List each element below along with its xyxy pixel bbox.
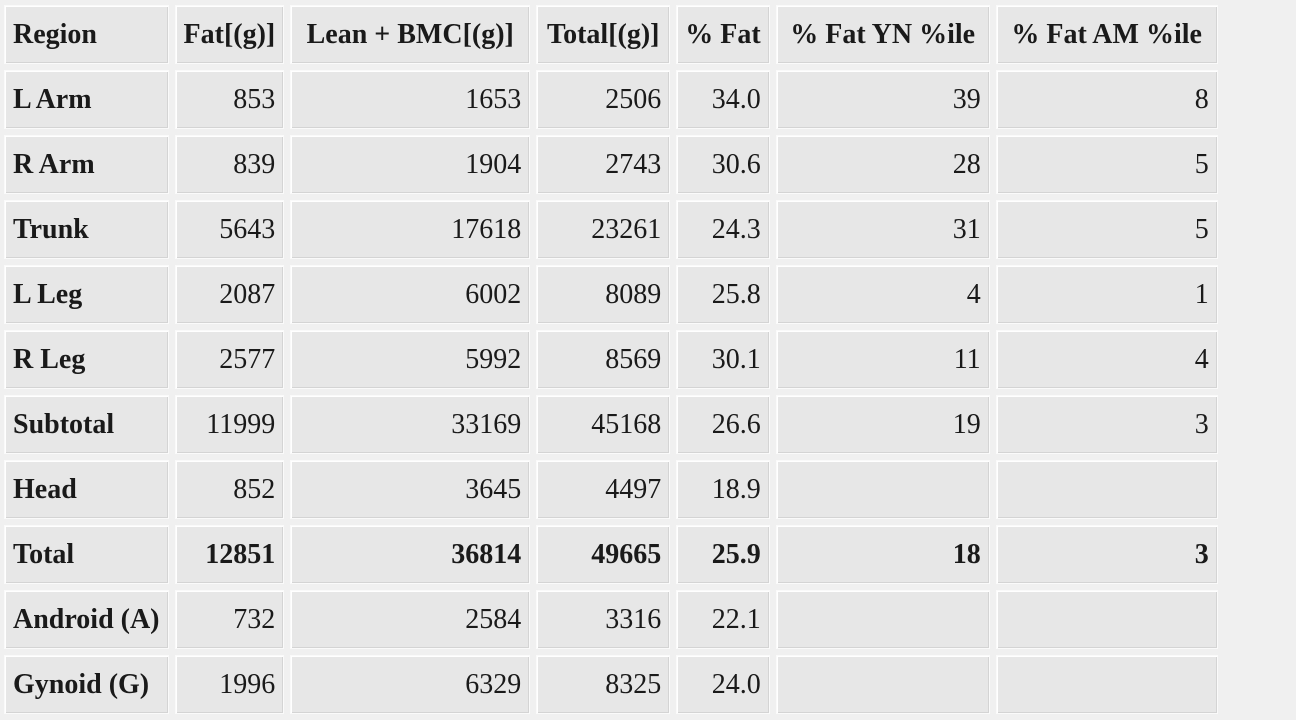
cell-yn-percentile: 11 <box>775 330 990 389</box>
cell-total: 8089 <box>536 265 671 324</box>
cell-pct-fat: 30.6 <box>676 135 770 194</box>
header-lean-bmc: Lean + BMC[(g)] <box>290 5 531 64</box>
cell-region: Head <box>4 460 169 519</box>
cell-am-percentile <box>995 655 1218 714</box>
cell-yn-percentile: 28 <box>775 135 990 194</box>
cell-fat: 2577 <box>174 330 285 389</box>
cell-am-percentile: 3 <box>995 395 1218 454</box>
cell-am-percentile: 5 <box>995 200 1218 259</box>
cell-pct-fat: 26.6 <box>676 395 770 454</box>
cell-am-percentile <box>995 590 1218 649</box>
cell-lean-bmc: 1653 <box>290 70 531 129</box>
cell-lean-bmc: 2584 <box>290 590 531 649</box>
cell-yn-percentile: 39 <box>775 70 990 129</box>
cell-fat: 11999 <box>174 395 285 454</box>
body-composition-table: Region Fat[(g)] Lean + BMC[(g)] Total[(g… <box>4 5 1218 714</box>
header-total: Total[(g)] <box>536 5 671 64</box>
table-row-l-arm: L Arm 853 1653 2506 34.0 39 8 <box>4 70 1218 129</box>
header-region: Region <box>4 5 169 64</box>
cell-yn-percentile <box>775 460 990 519</box>
cell-fat: 732 <box>174 590 285 649</box>
cell-pct-fat: 25.9 <box>676 525 770 584</box>
cell-yn-percentile: 19 <box>775 395 990 454</box>
cell-fat: 12851 <box>174 525 285 584</box>
cell-lean-bmc: 1904 <box>290 135 531 194</box>
table-row-head: Head 852 3645 4497 18.9 <box>4 460 1218 519</box>
cell-am-percentile: 3 <box>995 525 1218 584</box>
cell-total: 4497 <box>536 460 671 519</box>
cell-region: Total <box>4 525 169 584</box>
cell-region: R Arm <box>4 135 169 194</box>
cell-yn-percentile <box>775 655 990 714</box>
cell-region: Subtotal <box>4 395 169 454</box>
cell-region: R Leg <box>4 330 169 389</box>
cell-region: Android (A) <box>4 590 169 649</box>
cell-fat: 1996 <box>174 655 285 714</box>
cell-total: 3316 <box>536 590 671 649</box>
table-row-total: Total 12851 36814 49665 25.9 18 3 <box>4 525 1218 584</box>
cell-pct-fat: 30.1 <box>676 330 770 389</box>
cell-pct-fat: 25.8 <box>676 265 770 324</box>
cell-region: Trunk <box>4 200 169 259</box>
cell-fat: 2087 <box>174 265 285 324</box>
table-row-subtotal: Subtotal 11999 33169 45168 26.6 19 3 <box>4 395 1218 454</box>
cell-yn-percentile: 31 <box>775 200 990 259</box>
cell-fat: 5643 <box>174 200 285 259</box>
cell-pct-fat: 18.9 <box>676 460 770 519</box>
table-header-row: Region Fat[(g)] Lean + BMC[(g)] Total[(g… <box>4 5 1218 64</box>
header-yn-percentile: % Fat YN %ile <box>775 5 990 64</box>
header-pct-fat: % Fat <box>676 5 770 64</box>
cell-fat: 852 <box>174 460 285 519</box>
cell-pct-fat: 24.0 <box>676 655 770 714</box>
cell-region: L Leg <box>4 265 169 324</box>
cell-am-percentile: 4 <box>995 330 1218 389</box>
cell-yn-percentile <box>775 590 990 649</box>
cell-lean-bmc: 6329 <box>290 655 531 714</box>
cell-lean-bmc: 3645 <box>290 460 531 519</box>
cell-am-percentile: 1 <box>995 265 1218 324</box>
cell-yn-percentile: 4 <box>775 265 990 324</box>
cell-pct-fat: 24.3 <box>676 200 770 259</box>
cell-am-percentile <box>995 460 1218 519</box>
cell-region: L Arm <box>4 70 169 129</box>
cell-pct-fat: 34.0 <box>676 70 770 129</box>
cell-total: 2506 <box>536 70 671 129</box>
cell-lean-bmc: 17618 <box>290 200 531 259</box>
table-row-gynoid-g: Gynoid (G) 1996 6329 8325 24.0 <box>4 655 1218 714</box>
cell-total: 8569 <box>536 330 671 389</box>
table-row-l-leg: L Leg 2087 6002 8089 25.8 4 1 <box>4 265 1218 324</box>
table-row-r-leg: R Leg 2577 5992 8569 30.1 11 4 <box>4 330 1218 389</box>
table-row-trunk: Trunk 5643 17618 23261 24.3 31 5 <box>4 200 1218 259</box>
cell-total: 2743 <box>536 135 671 194</box>
cell-am-percentile: 5 <box>995 135 1218 194</box>
cell-total: 49665 <box>536 525 671 584</box>
table-row-r-arm: R Arm 839 1904 2743 30.6 28 5 <box>4 135 1218 194</box>
cell-fat: 853 <box>174 70 285 129</box>
table-row-android-a: Android (A) 732 2584 3316 22.1 <box>4 590 1218 649</box>
cell-pct-fat: 22.1 <box>676 590 770 649</box>
cell-lean-bmc: 5992 <box>290 330 531 389</box>
cell-fat: 839 <box>174 135 285 194</box>
cell-total: 8325 <box>536 655 671 714</box>
cell-am-percentile: 8 <box>995 70 1218 129</box>
cell-total: 45168 <box>536 395 671 454</box>
cell-region: Gynoid (G) <box>4 655 169 714</box>
cell-lean-bmc: 36814 <box>290 525 531 584</box>
cell-total: 23261 <box>536 200 671 259</box>
cell-lean-bmc: 33169 <box>290 395 531 454</box>
cell-lean-bmc: 6002 <box>290 265 531 324</box>
cell-yn-percentile: 18 <box>775 525 990 584</box>
header-am-percentile: % Fat AM %ile <box>995 5 1218 64</box>
header-fat: Fat[(g)] <box>174 5 285 64</box>
